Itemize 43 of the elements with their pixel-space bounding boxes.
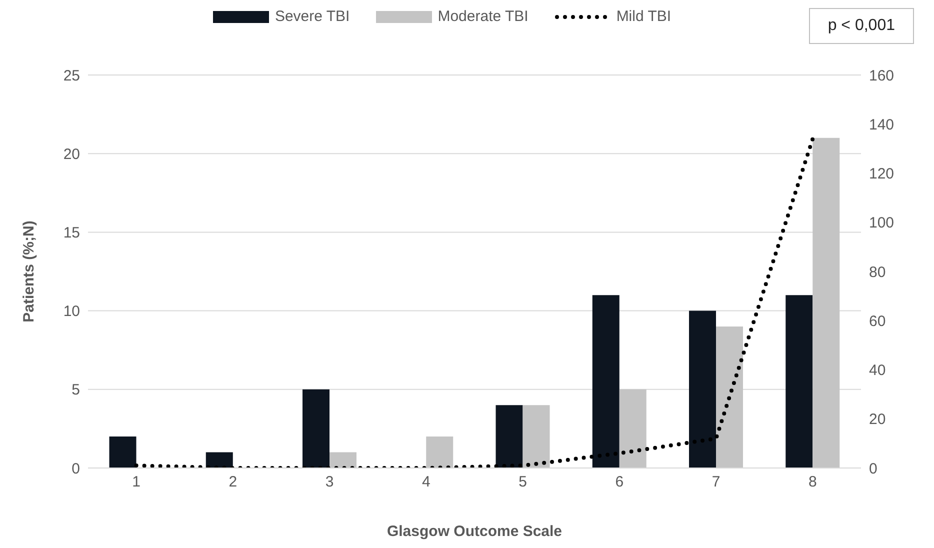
line-series (134, 136, 815, 468)
y2-tick-label: 80 (869, 264, 886, 281)
y-tick-label: 20 (63, 146, 80, 163)
bar (302, 389, 330, 468)
bar (206, 452, 233, 468)
x-tick-label: 8 (808, 474, 817, 491)
y2-tick-label: 20 (869, 411, 886, 428)
bar (619, 389, 646, 468)
legend-label: Severe TBI (274, 8, 350, 25)
x-axis-title: Glasgow Outcome Scale (386, 523, 562, 540)
y-tick-label: 0 (72, 460, 80, 478)
text: p < 0,001 (808, 8, 914, 44)
bar (522, 405, 550, 468)
x-tick-label: 6 (615, 474, 624, 491)
y2-tick-label: 0 (869, 460, 878, 478)
y2-tick-label: 140 (869, 116, 894, 134)
x-tick-label: 3 (325, 474, 334, 491)
y-axis-title: Patients (%;N) (20, 220, 38, 322)
y2-tick-label: 60 (869, 312, 886, 330)
y-tick-label: 10 (63, 303, 80, 320)
y2-tick-label: 40 (869, 362, 886, 380)
y-tick-label: 15 (63, 224, 80, 242)
bar (812, 138, 840, 468)
bar (592, 295, 620, 468)
y2-tick-label: 120 (869, 166, 894, 183)
legend-label: Moderate TBI (436, 8, 528, 25)
bar (426, 436, 454, 468)
bar (689, 310, 716, 468)
y2-tick-label: 100 (869, 214, 894, 232)
y-tick-label: 25 (63, 67, 80, 84)
x-tick-label: 5 (518, 474, 527, 491)
y-tick-label: 5 (72, 382, 80, 399)
x-tick-label: 1 (132, 474, 140, 491)
bar (716, 326, 744, 468)
bar (330, 452, 357, 468)
x-tick-label: 2 (228, 474, 238, 491)
bar (496, 405, 523, 468)
x-tick-label: 4 (422, 474, 430, 491)
bar (109, 436, 136, 468)
legend-label: Mild TBI (615, 8, 672, 25)
bar (786, 295, 813, 468)
x-tick-label: 7 (712, 474, 720, 491)
y2-tick-label: 160 (869, 67, 894, 84)
